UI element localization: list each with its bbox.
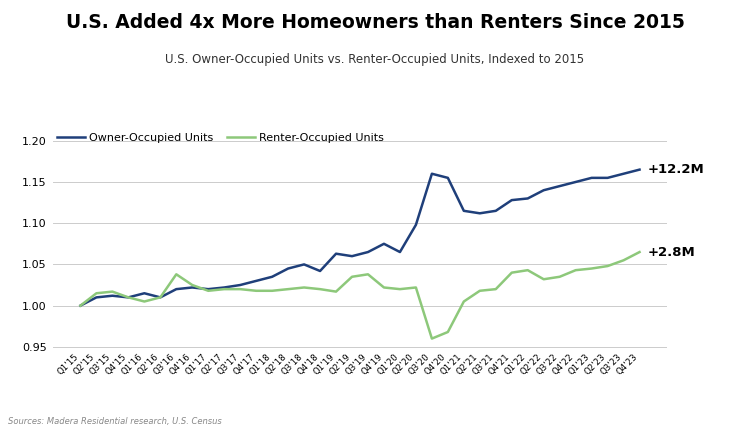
Renter-Occupied Units bbox=[619, 258, 628, 263]
Owner-Occupied Units bbox=[587, 175, 596, 181]
Renter-Occupied Units bbox=[364, 272, 373, 277]
Renter-Occupied Units bbox=[412, 285, 421, 290]
Owner-Occupied Units bbox=[172, 287, 181, 292]
Renter-Occupied Units bbox=[76, 303, 85, 308]
Owner-Occupied Units bbox=[619, 171, 628, 176]
Line: Owner-Occupied Units: Owner-Occupied Units bbox=[80, 169, 640, 306]
Owner-Occupied Units bbox=[252, 278, 261, 283]
Renter-Occupied Units bbox=[555, 274, 564, 279]
Renter-Occupied Units bbox=[539, 276, 548, 282]
Owner-Occupied Units bbox=[316, 268, 325, 273]
Owner-Occupied Units bbox=[491, 208, 500, 214]
Renter-Occupied Units bbox=[124, 295, 133, 300]
Renter-Occupied Units bbox=[395, 287, 404, 292]
Renter-Occupied Units bbox=[252, 288, 261, 293]
Renter-Occupied Units bbox=[204, 288, 213, 293]
Renter-Occupied Units bbox=[316, 287, 325, 292]
Renter-Occupied Units bbox=[188, 282, 196, 288]
Renter-Occupied Units bbox=[491, 287, 500, 292]
Owner-Occupied Units bbox=[236, 282, 244, 288]
Renter-Occupied Units bbox=[587, 266, 596, 271]
Renter-Occupied Units bbox=[459, 299, 468, 304]
Owner-Occupied Units bbox=[395, 250, 404, 255]
Owner-Occupied Units bbox=[332, 251, 340, 256]
Renter-Occupied Units bbox=[380, 285, 388, 290]
Owner-Occupied Units bbox=[92, 295, 101, 300]
Renter-Occupied Units bbox=[427, 336, 436, 341]
Owner-Occupied Units bbox=[364, 250, 373, 255]
Renter-Occupied Units bbox=[284, 287, 292, 292]
Owner-Occupied Units bbox=[140, 291, 148, 296]
Renter-Occupied Units bbox=[635, 250, 644, 255]
Renter-Occupied Units bbox=[172, 272, 181, 277]
Owner-Occupied Units bbox=[539, 187, 548, 193]
Owner-Occupied Units bbox=[635, 167, 644, 172]
Legend: Owner-Occupied Units, Renter-Occupied Units: Owner-Occupied Units, Renter-Occupied Un… bbox=[53, 128, 388, 147]
Renter-Occupied Units bbox=[347, 274, 356, 279]
Renter-Occupied Units bbox=[507, 270, 516, 275]
Owner-Occupied Units bbox=[572, 179, 580, 184]
Owner-Occupied Units bbox=[459, 208, 468, 214]
Owner-Occupied Units bbox=[204, 287, 213, 292]
Renter-Occupied Units bbox=[443, 330, 452, 335]
Owner-Occupied Units bbox=[76, 303, 85, 308]
Renter-Occupied Units bbox=[156, 295, 165, 300]
Owner-Occupied Units bbox=[108, 293, 117, 298]
Text: U.S. Added 4x More Homeowners than Renters Since 2015: U.S. Added 4x More Homeowners than Rente… bbox=[65, 13, 685, 32]
Text: +2.8M: +2.8M bbox=[648, 246, 696, 259]
Owner-Occupied Units bbox=[476, 211, 484, 216]
Renter-Occupied Units bbox=[332, 289, 340, 294]
Owner-Occupied Units bbox=[299, 262, 308, 267]
Owner-Occupied Units bbox=[443, 175, 452, 181]
Renter-Occupied Units bbox=[524, 268, 532, 273]
Renter-Occupied Units bbox=[572, 268, 580, 273]
Renter-Occupied Units bbox=[220, 287, 229, 292]
Renter-Occupied Units bbox=[299, 285, 308, 290]
Owner-Occupied Units bbox=[284, 266, 292, 271]
Line: Renter-Occupied Units: Renter-Occupied Units bbox=[80, 252, 640, 339]
Text: +12.2M: +12.2M bbox=[648, 163, 705, 176]
Renter-Occupied Units bbox=[476, 288, 484, 293]
Owner-Occupied Units bbox=[188, 285, 196, 290]
Owner-Occupied Units bbox=[524, 196, 532, 201]
Owner-Occupied Units bbox=[427, 171, 436, 176]
Renter-Occupied Units bbox=[236, 287, 244, 292]
Owner-Occupied Units bbox=[347, 254, 356, 259]
Owner-Occupied Units bbox=[603, 175, 612, 181]
Text: Sources: Madera Residential research, U.S. Census: Sources: Madera Residential research, U.… bbox=[8, 417, 221, 426]
Renter-Occupied Units bbox=[92, 291, 101, 296]
Owner-Occupied Units bbox=[412, 222, 421, 227]
Renter-Occupied Units bbox=[603, 264, 612, 269]
Owner-Occupied Units bbox=[124, 295, 133, 300]
Owner-Occupied Units bbox=[220, 285, 229, 290]
Owner-Occupied Units bbox=[380, 241, 388, 247]
Text: U.S. Owner-Occupied Units vs. Renter-Occupied Units, Indexed to 2015: U.S. Owner-Occupied Units vs. Renter-Occ… bbox=[166, 54, 584, 66]
Renter-Occupied Units bbox=[268, 288, 277, 293]
Owner-Occupied Units bbox=[268, 274, 277, 279]
Owner-Occupied Units bbox=[507, 198, 516, 203]
Owner-Occupied Units bbox=[156, 295, 165, 300]
Renter-Occupied Units bbox=[108, 289, 117, 294]
Owner-Occupied Units bbox=[555, 184, 564, 189]
Renter-Occupied Units bbox=[140, 299, 148, 304]
